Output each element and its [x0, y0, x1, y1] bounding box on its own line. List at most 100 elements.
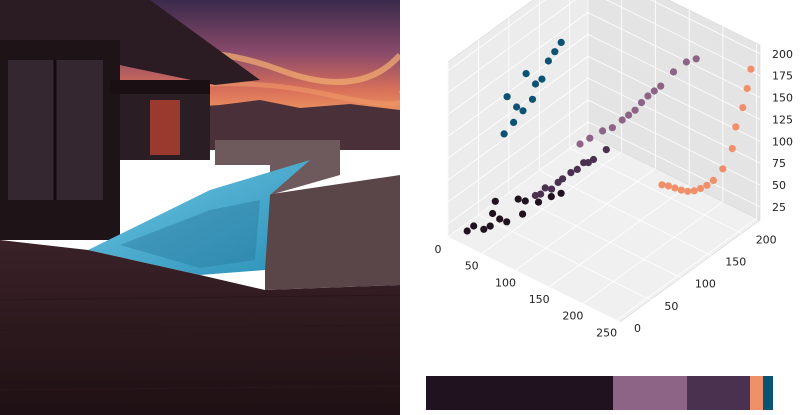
y-tick-label: 50	[664, 300, 678, 313]
deck	[0, 240, 400, 415]
grid-lines	[447, 0, 761, 323]
scatter-point-series-2-8	[586, 134, 594, 142]
house	[0, 0, 260, 240]
scatter-point-series-2-12	[650, 87, 658, 95]
scatter-point-series-3-3	[696, 184, 705, 193]
z-tick-label: 150	[772, 92, 793, 105]
scatter-point-series-3-8	[719, 165, 727, 173]
scatter-point-series-3-4	[709, 176, 717, 184]
scatter-point-series-4-2	[519, 107, 527, 115]
scatter-point-series-3-1	[671, 184, 679, 192]
grid-x-floor	[447, 134, 589, 238]
scatter-point-series-0-9	[496, 215, 504, 223]
x-tick-label: 150	[529, 293, 550, 306]
scatter-point-series-4-9	[513, 103, 521, 111]
grid-x-floor	[481, 151, 622, 254]
scatter-point-series-4-4	[503, 93, 511, 101]
scatter-point-series-0-0	[470, 222, 478, 230]
scatter-point-series-2-0	[576, 140, 584, 148]
scatter-point-series-2-3	[631, 106, 639, 114]
scatter-point-series-0-6	[463, 227, 471, 235]
tick-labels: 0 50 100 150 200 250 0 50 100 150 200 25 50 75 100 125 1…	[435, 48, 794, 339]
grid-z-back	[587, 99, 761, 186]
y-tick-label: 150	[725, 256, 746, 269]
scatter-point-series-1-8	[602, 146, 610, 154]
scatter-point-series-3-10	[677, 186, 685, 194]
scatter-point-series-2-10	[682, 58, 690, 66]
scatter-point-series-1-7	[537, 190, 545, 198]
z-tick-label: 75	[772, 157, 786, 170]
scatter-point-series-4-0	[500, 130, 508, 138]
scatter-point-series-0-8	[547, 193, 555, 201]
scatter-point-series-1-11	[584, 159, 592, 167]
y-tick-label: 100	[695, 278, 716, 291]
z-tick-label: 100	[772, 135, 793, 148]
scatter-point-series-2-5	[608, 124, 616, 132]
grid-x-floor	[515, 168, 656, 271]
grid-y-floor	[508, 192, 682, 279]
scatter-point-series-1-3	[567, 169, 575, 177]
grid-z-left	[447, 99, 589, 203]
scatter-point-series-3-12	[732, 123, 740, 131]
palette-swatch-3	[750, 376, 764, 410]
palette-swatch-0	[426, 376, 613, 410]
grid-x-floor	[548, 184, 690, 288]
x-tick-label: 250	[596, 326, 617, 339]
scatter-point-series-2-4	[644, 92, 652, 100]
grid-z-left	[447, 77, 589, 181]
scatter-point-series-3-6	[739, 104, 747, 112]
z-tick-label: 175	[772, 70, 793, 83]
palette-swatch-4	[763, 376, 773, 410]
scatter-point-series-0-13	[480, 225, 488, 233]
scatter-point-series-2-6	[657, 82, 665, 90]
walls	[215, 140, 400, 290]
scatter-point-series-3-0	[658, 181, 666, 189]
x-tick-label: 0	[435, 243, 442, 256]
grid-y-floor	[478, 214, 651, 301]
color-palette-bar	[426, 376, 773, 410]
scatter-point-series-2-1	[599, 127, 607, 135]
grid-y-floor	[569, 147, 742, 234]
scatter-point-series-0-7	[534, 198, 543, 206]
scatter-point-series-3-14	[664, 182, 672, 190]
scatter-point-series-4-1	[510, 118, 518, 126]
scatter-point-series-1-9	[573, 165, 581, 173]
x-tick-label: 50	[465, 260, 479, 273]
scatter-point-series-3-11	[690, 187, 698, 195]
scatter-point-series-3-13	[743, 84, 751, 93]
z-tick-label: 50	[772, 179, 786, 192]
z-tick-label: 125	[772, 113, 793, 126]
grid-x-floor	[616, 218, 757, 321]
x-tick-label: 100	[495, 276, 516, 289]
scatter-point-series-0-4	[519, 210, 527, 218]
grid-z-left	[447, 0, 546, 72]
grid-z-back	[587, 55, 761, 142]
grid-z-left	[447, 0, 576, 93]
scatter-point-series-2-9	[637, 99, 646, 107]
scatter-point-series-1-5	[548, 185, 556, 193]
scatter-point-series-0-10	[557, 189, 565, 197]
z-tick-label: 25	[772, 201, 786, 214]
scatter-point-series-0-3	[489, 209, 497, 218]
grid-z-back	[650, 0, 761, 55]
scatter-point-series-4-6	[522, 70, 530, 78]
grid-z-left	[447, 34, 589, 137]
grid-z-left	[447, 12, 589, 115]
scatter-point-series-4-11	[557, 38, 565, 47]
grid-z-back	[606, 0, 761, 76]
palette-swatch-2	[686, 376, 751, 410]
scatter-point-series-4-8	[551, 48, 559, 56]
palette-swatch-1	[612, 376, 687, 410]
pool	[88, 160, 310, 275]
scatter-point-series-4-7	[544, 57, 552, 65]
scatter-point-series-4-5	[538, 75, 546, 83]
scatter-point-series-0-1	[486, 222, 494, 230]
scatter-point-series-4-3	[528, 95, 537, 103]
axes-panes	[447, 0, 761, 323]
scatter-point-series-0-2	[503, 218, 511, 226]
y-tick-label: 0	[634, 322, 641, 335]
scatter-point-series-3-7	[747, 65, 755, 73]
grid-z-back	[587, 12, 761, 98]
grid-z-back	[587, 121, 761, 208]
rgb-cluster-3d-scatter: 0 50 100 150 200 250 0 50 100 150 200 25 50 75 100 125 1…	[435, 0, 794, 339]
